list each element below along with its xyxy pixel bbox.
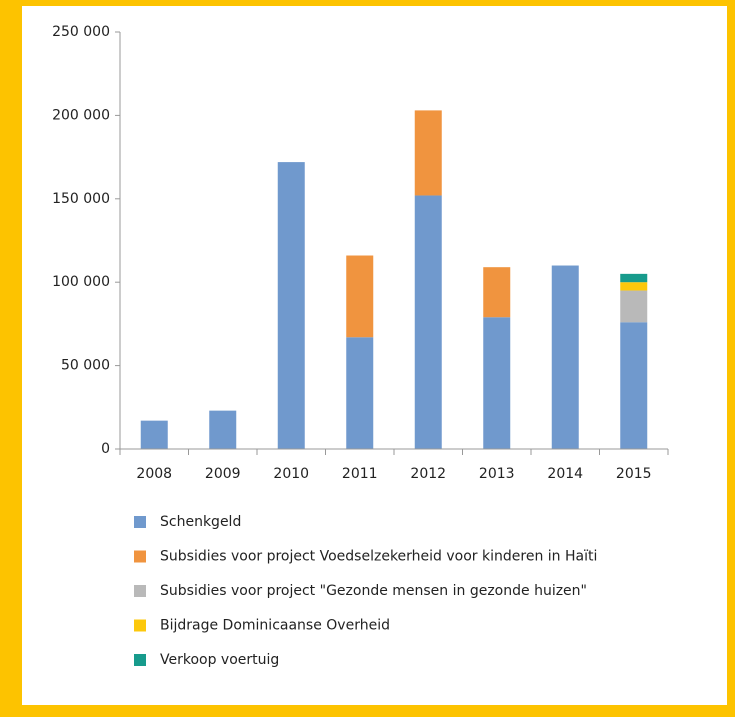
bar-segment <box>620 290 648 323</box>
bar-segment <box>140 420 168 449</box>
legend-label: Schenkgeld <box>160 514 241 530</box>
y-tick-label: 100 000 <box>52 274 110 290</box>
legend-swatch <box>134 619 146 632</box>
x-tick-label: 2013 <box>479 466 515 482</box>
x-tick-label: 2012 <box>410 466 446 482</box>
bar-segment <box>620 273 648 283</box>
x-tick-label: 2014 <box>547 466 583 482</box>
x-tick-label: 2008 <box>136 466 172 482</box>
legend-swatch <box>134 585 146 597</box>
bar-segment <box>346 337 374 449</box>
y-tick-label: 200 000 <box>52 107 110 123</box>
x-tick-label: 2015 <box>616 466 652 482</box>
legend-label: Subsidies voor project "Gezonde mensen i… <box>160 583 587 599</box>
bar-segment <box>277 162 305 449</box>
legend-label: Subsidies voor project Voedselzekerheid … <box>160 549 597 565</box>
y-tick-label: 150 000 <box>52 191 110 207</box>
legend-swatch <box>134 654 146 666</box>
bar-segment <box>414 195 442 449</box>
bar-segment <box>346 255 374 338</box>
x-tick-label: 2011 <box>342 466 378 482</box>
bar-segment <box>483 267 511 318</box>
legend-label: Verkoop voertuig <box>160 652 279 668</box>
y-tick-label: 250 000 <box>52 24 110 40</box>
bar-segment <box>620 322 648 449</box>
bar-segment <box>551 265 579 449</box>
bar-segment <box>209 410 237 449</box>
x-tick-label: 2010 <box>273 466 309 482</box>
legend-swatch <box>134 550 146 563</box>
y-tick-label: 0 <box>101 441 110 457</box>
bar-segment <box>414 110 442 196</box>
legend-swatch <box>134 516 146 528</box>
bar-segment <box>620 282 648 291</box>
y-tick-label: 50 000 <box>61 358 110 374</box>
bar-segment <box>483 317 511 449</box>
x-tick-label: 2009 <box>205 466 241 482</box>
legend-label: Bijdrage Dominicaanse Overheid <box>160 618 390 634</box>
